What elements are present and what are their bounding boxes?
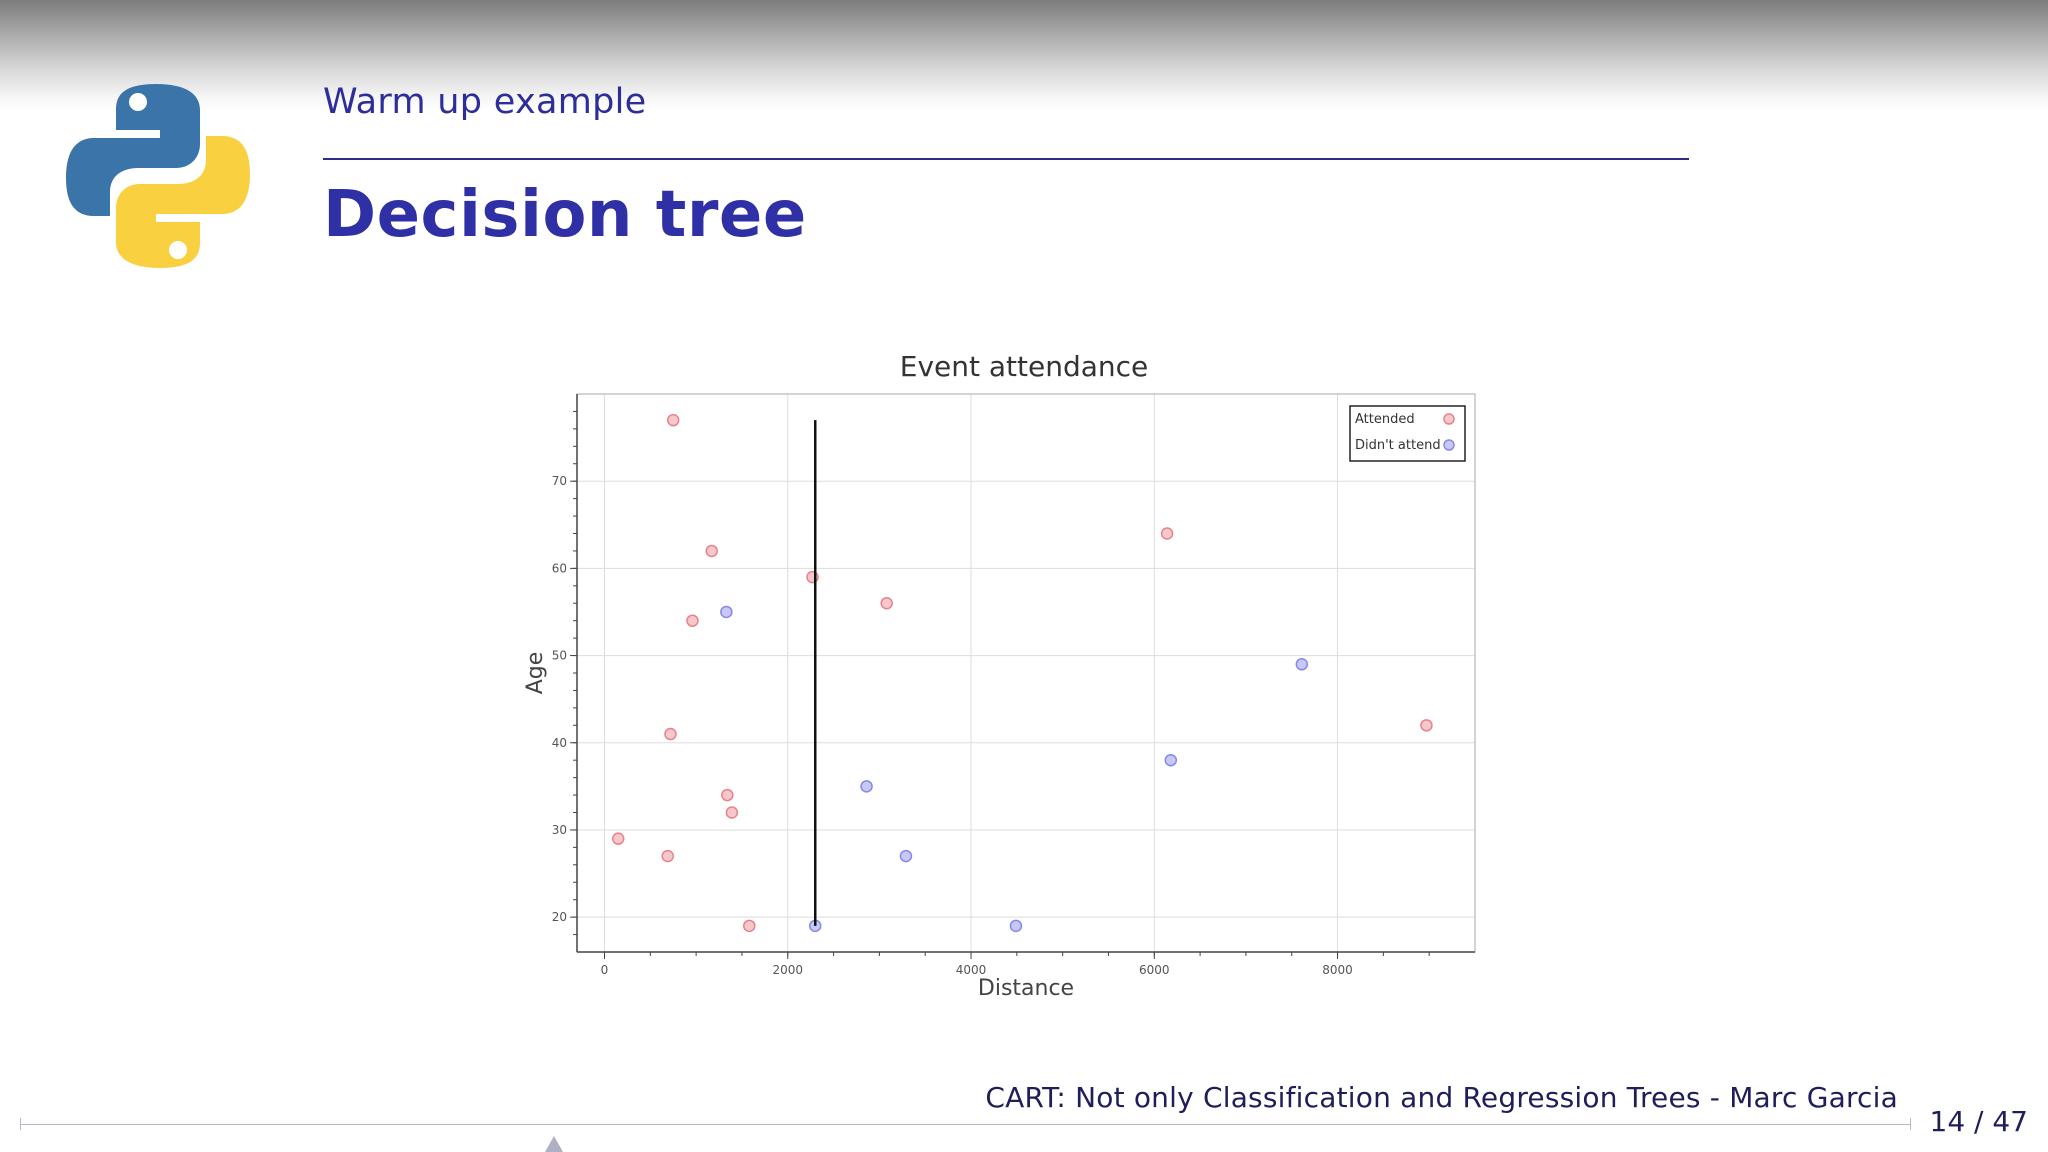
x-tick-label: 8000 <box>1322 963 1353 977</box>
y-tick-label: 30 <box>552 823 567 837</box>
navigation-bar <box>20 1124 1910 1125</box>
legend-marker-attended <box>1443 413 1455 425</box>
point-didnt-attend <box>1009 919 1023 933</box>
point-didnt-attend <box>1295 658 1309 671</box>
x-axis-label: Distance <box>978 976 1074 1001</box>
point-didnt-attend <box>720 605 733 619</box>
navigation-position-marker[interactable] <box>545 1136 563 1152</box>
legend: Attended Didn't attend <box>1349 405 1466 462</box>
x-tick-label: 0 <box>601 963 609 977</box>
chart-title: Event attendance <box>900 350 1149 383</box>
page-number: 14 / 47 <box>1929 1105 2029 1138</box>
point-attended <box>666 413 680 427</box>
point-attended <box>705 544 718 558</box>
point-attended <box>664 727 677 741</box>
point-attended <box>1420 719 1433 732</box>
point-didnt-attend <box>860 780 873 793</box>
scatter-chart: Event attendance 0 2000 4000 6000 8000 20 30 40… <box>523 350 1476 1001</box>
x-tick-label: 2000 <box>772 963 803 977</box>
plot-frame <box>576 393 1476 953</box>
y-tick-label: 60 <box>552 561 567 575</box>
footer-title: CART: Not only Classification and Regres… <box>985 1081 1898 1114</box>
legend-marker-didnt-attend <box>1443 439 1455 451</box>
point-attended <box>1160 527 1174 540</box>
x-tick-label: 6000 <box>1139 963 1170 977</box>
grid-lines <box>577 394 1475 952</box>
section-title: Warm up example <box>323 82 647 122</box>
y-axis-label: Age <box>523 652 548 695</box>
point-attended <box>611 832 625 845</box>
point-attended <box>721 788 734 802</box>
x-tick-label: 4000 <box>956 963 987 977</box>
legend-label-attended: Attended <box>1355 412 1415 427</box>
y-tick-label: 40 <box>552 736 567 750</box>
header-gradient-band <box>0 0 2048 110</box>
point-attended <box>880 597 893 610</box>
navigation-bar-end <box>1910 1118 1911 1130</box>
point-attended <box>686 614 699 627</box>
point-attended <box>661 849 674 863</box>
point-attended <box>725 806 739 819</box>
y-tick-label: 70 <box>552 474 567 488</box>
navigation-bar-start <box>20 1118 21 1130</box>
data-points <box>611 413 1433 933</box>
axis-ticks: 0 2000 4000 6000 8000 20 30 40 50 60 70 <box>552 410 1430 977</box>
python-logo-icon <box>66 84 250 268</box>
point-didnt-attend <box>899 849 913 863</box>
legend-label-didnt-attend: Didn't attend <box>1355 438 1441 453</box>
page-title: Decision tree <box>323 178 807 252</box>
y-tick-label: 50 <box>552 649 567 663</box>
y-tick-label: 20 <box>552 910 567 924</box>
point-didnt-attend <box>1164 753 1178 767</box>
chart-container: Event attendance 0 2000 4000 6000 8000 20 30 40… <box>510 345 1510 1025</box>
point-attended <box>743 919 756 933</box>
title-divider <box>323 158 1689 160</box>
